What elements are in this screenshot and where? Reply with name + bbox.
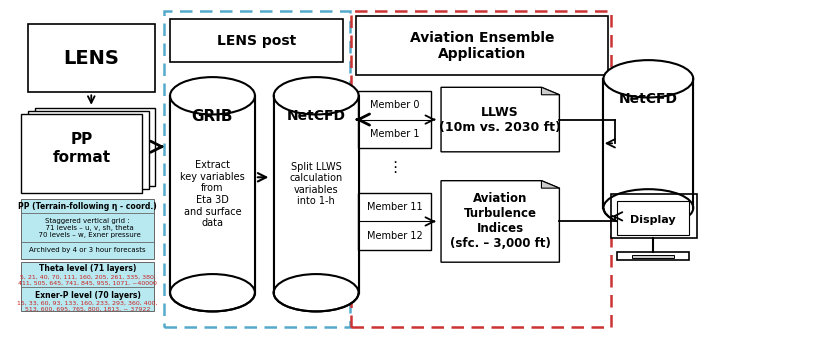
FancyBboxPatch shape <box>28 25 155 92</box>
Text: Theta level (71 layers): Theta level (71 layers) <box>39 265 136 273</box>
Text: LENS: LENS <box>64 49 119 68</box>
Text: Staggered vertical grid :
  71 levels – u, v, sh, theta
  70 levels – w, Exner p: Staggered vertical grid : 71 levels – u,… <box>34 218 141 238</box>
FancyBboxPatch shape <box>617 201 689 235</box>
Text: PP (Terrain-following η - coord.): PP (Terrain-following η - coord.) <box>18 202 157 211</box>
Text: Member 1: Member 1 <box>370 129 419 139</box>
Text: 5, 21, 40, 70, 111, 160, 205, 261, 335, 380,
411, 505, 645, 741, 845, 955, 1071,: 5, 21, 40, 70, 111, 160, 205, 261, 335, … <box>18 275 157 286</box>
Polygon shape <box>604 79 693 208</box>
Text: PP
format: PP format <box>53 132 111 165</box>
Ellipse shape <box>274 77 359 115</box>
FancyBboxPatch shape <box>358 91 431 148</box>
Polygon shape <box>170 96 255 293</box>
Text: Member 11: Member 11 <box>366 202 423 212</box>
Ellipse shape <box>170 274 255 311</box>
Text: Aviation
Turbulence
Indices
(sfc. – 3,000 ft): Aviation Turbulence Indices (sfc. – 3,00… <box>450 192 551 250</box>
FancyBboxPatch shape <box>170 19 343 62</box>
FancyBboxPatch shape <box>28 111 149 189</box>
Polygon shape <box>441 87 559 152</box>
Text: NetCFD: NetCFD <box>619 92 678 106</box>
Polygon shape <box>542 181 559 188</box>
Text: Member 0: Member 0 <box>370 100 419 110</box>
Text: GRIB: GRIB <box>192 109 233 124</box>
FancyBboxPatch shape <box>358 193 431 250</box>
FancyBboxPatch shape <box>632 255 675 258</box>
Text: Display: Display <box>630 215 676 225</box>
FancyBboxPatch shape <box>35 108 155 186</box>
FancyBboxPatch shape <box>22 262 154 311</box>
Text: Archived by 4 or 3 hour forecasts: Archived by 4 or 3 hour forecasts <box>29 247 146 253</box>
FancyBboxPatch shape <box>356 16 608 75</box>
Text: LENS post: LENS post <box>217 34 296 48</box>
Text: ⋮: ⋮ <box>387 160 402 175</box>
Polygon shape <box>542 87 559 95</box>
Text: Member 12: Member 12 <box>366 231 423 241</box>
Ellipse shape <box>170 77 255 115</box>
FancyBboxPatch shape <box>22 199 154 259</box>
Ellipse shape <box>604 189 693 226</box>
Polygon shape <box>441 181 559 262</box>
FancyBboxPatch shape <box>617 252 689 261</box>
Text: 15, 33, 60, 93, 133, 160, 233, 293, 360, 400,
513, 600, 695, 765, 800, 1813, ~ 3: 15, 33, 60, 93, 133, 160, 233, 293, 360,… <box>17 301 158 312</box>
FancyBboxPatch shape <box>22 115 142 193</box>
Text: Exner-P level (70 layers): Exner-P level (70 layers) <box>35 291 141 300</box>
Text: NetCFD: NetCFD <box>287 109 346 123</box>
Text: Extract
key variables
from
Eta 3D
and surface
data: Extract key variables from Eta 3D and su… <box>180 160 245 228</box>
FancyBboxPatch shape <box>611 194 696 238</box>
Text: Split LLWS
calculation
variables
into 1-h: Split LLWS calculation variables into 1-… <box>289 162 342 207</box>
Text: LLWS
(10m vs. 2030 ft): LLWS (10m vs. 2030 ft) <box>439 106 562 134</box>
Ellipse shape <box>604 60 693 98</box>
Text: Aviation Ensemble
Application: Aviation Ensemble Application <box>409 31 554 61</box>
Ellipse shape <box>274 274 359 311</box>
Polygon shape <box>274 96 359 293</box>
